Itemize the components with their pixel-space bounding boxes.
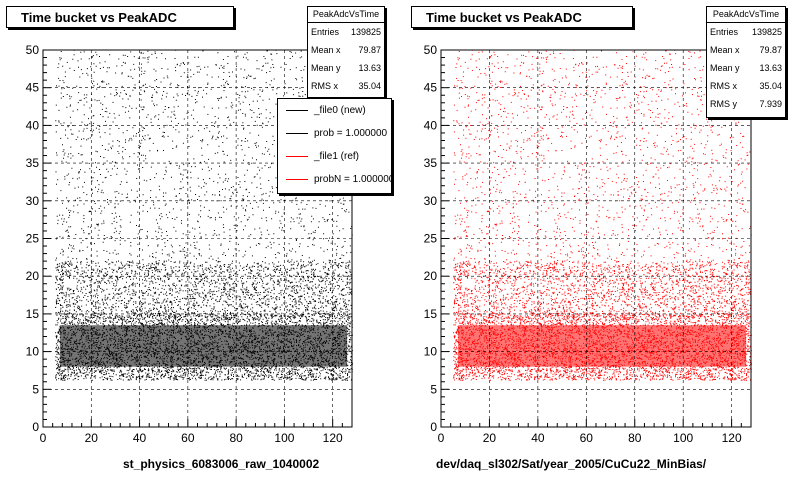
- plot-area-1: 0 20 40 60 80 100 120 0 5 10 15 20 25 30 35 40 45 50: [424, 43, 752, 445]
- stat-label: Entries: [311, 27, 340, 37]
- legend-entry: _file0 (new): [278, 99, 391, 122]
- plot-area-0: 0 20 40 60 80 100 120 0 5 10 15 20 25 30 35 40 45 50: [26, 43, 353, 445]
- stat-value: 13.63: [759, 63, 782, 73]
- stat-value: 79.87: [759, 45, 782, 55]
- y-tick-label: 45: [26, 81, 40, 95]
- y-tick-label: 0: [32, 420, 39, 434]
- y-tick-label: 40: [424, 118, 438, 132]
- stat-label: RMS x: [311, 81, 338, 91]
- stat-label: RMS x: [710, 81, 737, 91]
- left-x-axis-title: st_physics_6083006_raw_1040002: [123, 457, 320, 471]
- left-stats-row: Mean x 79.87: [308, 41, 384, 59]
- right-plot-title: Time bucket vs PeakADC: [426, 10, 582, 25]
- left-stats-box: PeakAdcVsTime Entries 139825 Mean x 79.87 …: [307, 6, 385, 98]
- left-plot-title-box: Time bucket vs PeakADC: [6, 6, 234, 28]
- y-tick-label: 45: [424, 81, 438, 95]
- x-tick-label: 0: [40, 431, 47, 445]
- right-stats-box: PeakAdcVsTime Entries 139825 Mean x 79.87 …: [706, 6, 786, 118]
- y-tick-label: 30: [26, 194, 40, 208]
- legend-label: _file0 (new): [314, 105, 366, 116]
- stat-label: Mean x: [311, 45, 341, 55]
- x-tick-label: 60: [580, 431, 594, 445]
- y-tick-label: 20: [26, 269, 40, 283]
- y-tick-label: 50: [26, 43, 40, 57]
- x-tick-label: 120: [323, 431, 343, 445]
- y-tick-label: 10: [26, 345, 40, 359]
- y-tick-label: 30: [424, 194, 438, 208]
- x-tick-label: 100: [274, 431, 294, 445]
- stat-value: 13.63: [358, 63, 381, 73]
- legend-line-swatch: [286, 156, 308, 157]
- right-stats-title: PeakAdcVsTime: [707, 7, 785, 23]
- stat-label: Mean x: [710, 45, 740, 55]
- left-stats-row: Entries 139825: [308, 23, 384, 41]
- legend-label: prob = 1.000000: [314, 128, 388, 139]
- y-tick-label: 25: [26, 232, 40, 246]
- x-tick-label: 80: [229, 431, 243, 445]
- y-tick-label: 5: [32, 382, 39, 396]
- y-tick-label: 35: [26, 156, 40, 170]
- legend-entry: probN = 1.000000: [278, 168, 391, 191]
- stat-label: Mean y: [710, 63, 740, 73]
- right-stats-row: Entries 139825: [707, 23, 785, 41]
- legend-line-swatch: [286, 133, 308, 134]
- right-stats-row: Mean y 13.63: [707, 59, 785, 77]
- left-stats-row: Mean y 13.63: [308, 59, 384, 77]
- y-tick-label: 35: [424, 156, 438, 170]
- left-plot-title: Time bucket vs PeakADC: [21, 10, 177, 25]
- comparison-legend: _file0 (new) prob = 1.000000 _file1 (ref…: [277, 98, 392, 194]
- x-tick-label: 40: [531, 431, 545, 445]
- stat-value: 7.939: [759, 99, 782, 109]
- stat-value: 79.87: [358, 45, 381, 55]
- left-stats-row: RMS x 35.04: [308, 77, 384, 95]
- y-tick-label: 10: [424, 345, 438, 359]
- legend-label: _file1 (ref): [314, 151, 360, 162]
- x-tick-label: 100: [673, 431, 693, 445]
- stat-value: 35.04: [759, 81, 782, 91]
- legend-label: probN = 1.000000: [314, 174, 392, 185]
- legend-entry: prob = 1.000000: [278, 122, 391, 145]
- x-tick-label: 80: [628, 431, 642, 445]
- y-tick-label: 0: [430, 420, 437, 434]
- y-tick-label: 5: [430, 382, 437, 396]
- stat-label: RMS y: [710, 99, 737, 109]
- right-stats-row: Mean x 79.87: [707, 41, 785, 59]
- y-tick-label: 50: [424, 43, 438, 57]
- dense-band: [457, 325, 747, 367]
- x-tick-label: 60: [181, 431, 195, 445]
- y-tick-label: 20: [424, 269, 438, 283]
- x-tick-label: 20: [85, 431, 99, 445]
- y-tick-label: 15: [424, 307, 438, 321]
- y-tick-label: 15: [26, 307, 40, 321]
- x-tick-label: 120: [722, 431, 742, 445]
- right-x-axis-title: dev/daq_sl302/Sat/year_2005/CuCu22_MinBi…: [436, 457, 707, 471]
- legend-line-swatch: [286, 110, 308, 111]
- x-tick-label: 40: [133, 431, 147, 445]
- right-plot-title-box: Time bucket vs PeakADC: [411, 6, 633, 28]
- stat-value: 35.04: [358, 81, 381, 91]
- stat-value: 139825: [751, 27, 782, 37]
- legend-line-swatch: [286, 179, 308, 180]
- legend-entry: _file1 (ref): [278, 145, 391, 168]
- x-tick-label: 20: [483, 431, 497, 445]
- stat-label: Mean y: [311, 63, 341, 73]
- left-stats-title: PeakAdcVsTime: [308, 7, 384, 23]
- x-tick-label: 0: [438, 431, 445, 445]
- stat-label: Entries: [710, 27, 739, 37]
- dense-band: [59, 325, 348, 367]
- stat-value: 139825: [350, 27, 381, 37]
- right-stats-row: RMS x 35.04: [707, 77, 785, 95]
- right-stats-row: RMS y 7.939: [707, 95, 785, 113]
- y-tick-label: 25: [424, 232, 438, 246]
- y-tick-label: 40: [26, 118, 40, 132]
